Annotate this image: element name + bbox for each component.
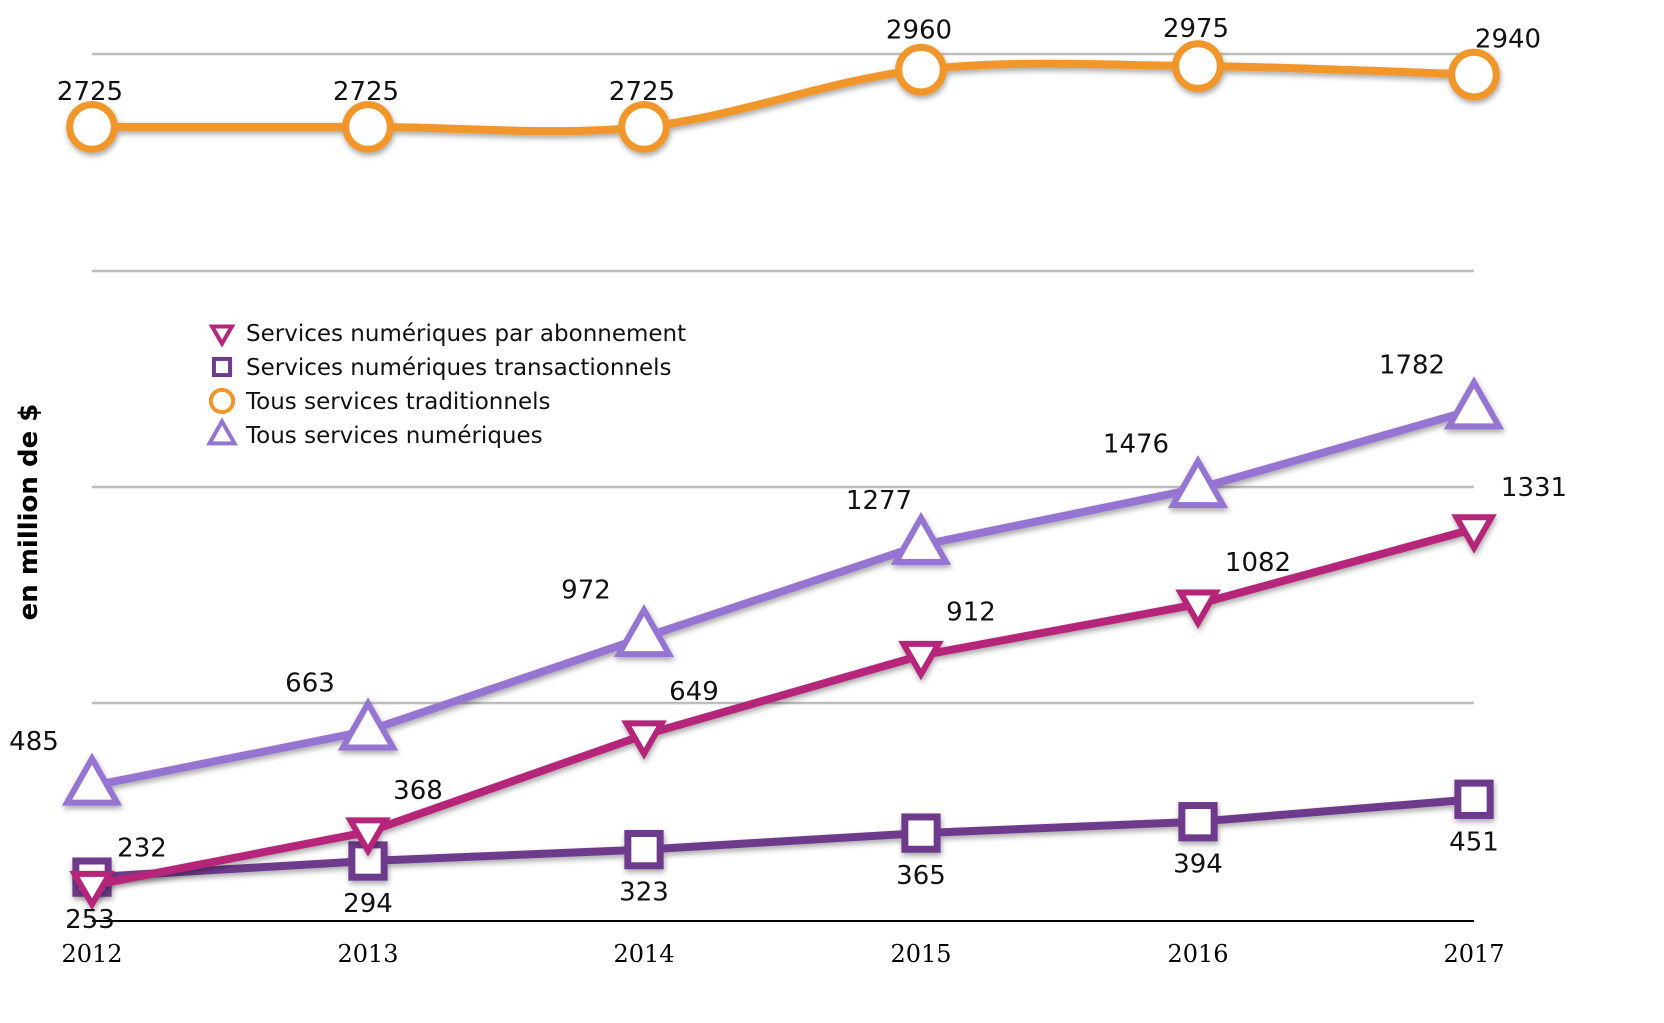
x-tick-label: 2013	[337, 940, 398, 968]
data-label: 323	[619, 878, 669, 908]
data-point	[621, 720, 667, 760]
legend-marker	[211, 356, 233, 378]
data-label: 485	[9, 727, 59, 757]
data-label: 649	[669, 677, 719, 707]
legend-marker	[208, 324, 236, 348]
data-point	[1178, 802, 1218, 842]
x-tick-label: 2012	[61, 940, 122, 968]
x-tick-label: 2017	[1443, 940, 1504, 968]
data-label: 2940	[1475, 25, 1541, 55]
data-label: 1782	[1379, 351, 1445, 381]
data-point	[61, 752, 123, 806]
legend-item: Services numériques transactionnels	[211, 355, 672, 381]
series-line	[88, 795, 1478, 882]
data-label: 912	[946, 597, 996, 627]
data-label: 2975	[1163, 14, 1229, 44]
data-point	[1175, 589, 1221, 629]
legend-item: Tous services traditionnels	[208, 387, 550, 415]
legend-marker	[206, 417, 238, 446]
data-label: 1331	[1501, 473, 1567, 503]
data-point	[66, 101, 118, 153]
data-point	[624, 829, 664, 870]
data-labels: 232 368 649 912 1082 1331 253 294 323 365 394 451 27…	[9, 14, 1567, 935]
x-tick-label: 2014	[613, 940, 674, 968]
data-label: 2725	[333, 77, 399, 107]
data-label: 365	[896, 861, 946, 891]
data-label: 232	[117, 833, 167, 863]
data-point	[1172, 40, 1224, 92]
data-label: 2960	[886, 16, 952, 46]
series-line	[88, 59, 1478, 136]
series-line	[88, 405, 1478, 790]
data-label: 394	[1173, 850, 1223, 880]
data-point	[901, 813, 941, 853]
legend-label: Services numériques transactionnels	[246, 355, 672, 381]
data-point	[69, 870, 115, 911]
data-point	[1167, 455, 1229, 509]
data-label: 294	[343, 889, 393, 919]
data-label: 1476	[1103, 429, 1169, 459]
data-label: 368	[393, 776, 443, 806]
legend-label: Tous services traditionnels	[245, 389, 550, 415]
x-tick-label: 2015	[890, 940, 951, 968]
x-tick-labels: 2012 2013 2014 2015 2016 2017	[61, 940, 1504, 968]
gridlines	[92, 52, 1474, 705]
series-layer	[61, 40, 1505, 911]
data-point	[345, 817, 391, 857]
data-label: 1082	[1225, 548, 1291, 578]
legend-item: Tous services numériques	[206, 417, 543, 449]
series-line	[88, 524, 1478, 890]
data-point	[890, 511, 952, 565]
data-point	[342, 101, 394, 153]
data-point	[618, 101, 670, 153]
data-label: 451	[1449, 827, 1499, 857]
data-label: 972	[561, 575, 611, 605]
data-label: 663	[285, 669, 335, 699]
legend-label: Services numériques par abonnement	[246, 321, 686, 347]
data-point	[1454, 779, 1494, 819]
data-point	[337, 697, 399, 751]
legend-marker	[208, 387, 236, 415]
data-point	[898, 640, 944, 681]
series-triangle-down	[69, 514, 1497, 911]
data-point	[895, 43, 947, 96]
data-label: 253	[65, 905, 115, 935]
data-label: 1277	[846, 486, 912, 516]
series-triangle-up	[61, 376, 1505, 806]
x-tick-label: 2016	[1167, 940, 1228, 968]
data-point	[1448, 48, 1500, 101]
series-square	[72, 779, 1494, 897]
data-label: 2725	[57, 77, 123, 107]
legend-item: Services numériques par abonnement	[208, 321, 686, 348]
data-point	[1451, 514, 1497, 554]
legend-label: Tous services numériques	[245, 423, 543, 449]
series-circle	[66, 40, 1500, 153]
data-label: 2725	[609, 77, 675, 107]
y-axis-label: en million de $	[14, 404, 44, 621]
data-point	[1443, 376, 1505, 430]
data-point	[613, 603, 675, 658]
legend: Services numériques par abonnement Servic…	[206, 321, 686, 449]
